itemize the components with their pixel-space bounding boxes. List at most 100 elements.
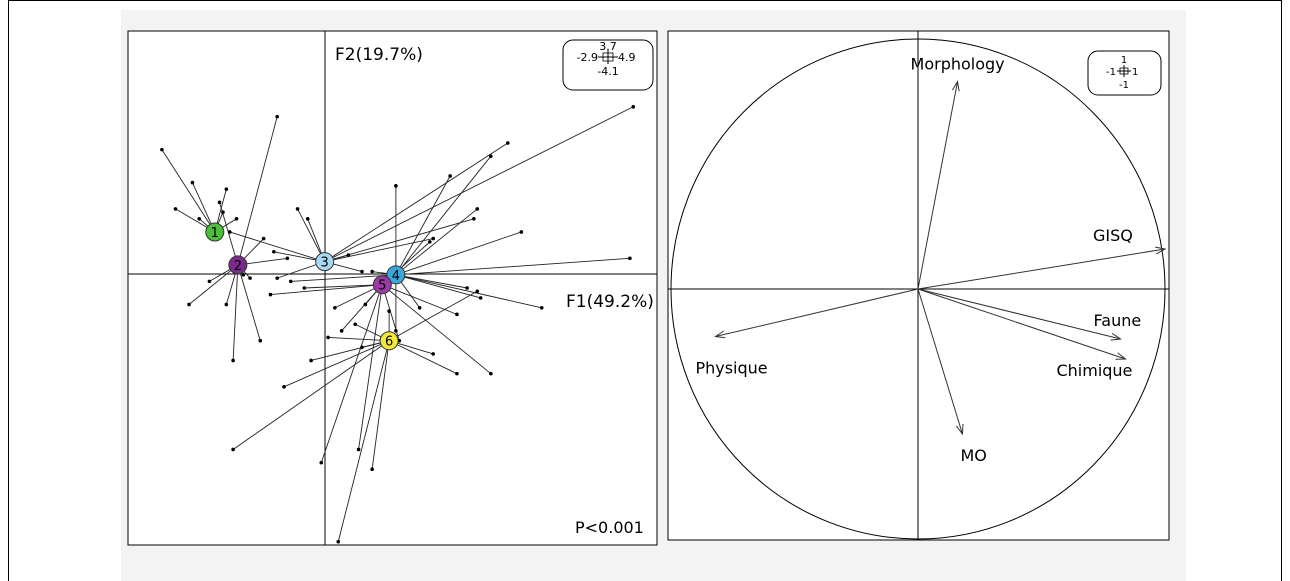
star-line-g6-4: [283, 340, 390, 388]
arrow-line-faune: [917, 288, 1121, 340]
star-line-g4-12: [395, 274, 468, 289]
individual-point-g4-11: [539, 305, 544, 310]
individual-point-g6-6: [370, 467, 374, 472]
individual-point-g4-2: [489, 154, 493, 159]
individual-point-g3-10: [472, 217, 476, 221]
star-line-g3-2: [297, 208, 326, 262]
individual-point-g2-6: [258, 338, 263, 343]
individual-point-g1-6: [234, 217, 239, 221]
star-line-g1-0: [161, 149, 216, 233]
correlation-scale-box: 1 -1 1 -1: [1087, 50, 1162, 96]
star-line-g6-6: [371, 340, 390, 470]
circle-scale-bottom: -1: [1119, 80, 1129, 91]
star-line-g6-8: [388, 340, 458, 375]
star-line-g4-2: [395, 155, 492, 276]
variable-label-gisq: GISQ: [1093, 226, 1133, 245]
variable-label-mo: MO: [960, 446, 986, 465]
centroid-label-3: 3: [321, 256, 329, 271]
star-line-g5-8: [304, 284, 383, 289]
individual-point-g3-5: [360, 269, 364, 274]
centroid-marker-5: [372, 275, 392, 295]
individual-point-g6-0: [309, 358, 313, 363]
star-line-g4-6: [395, 274, 481, 299]
individual-point-g2-0: [275, 114, 280, 119]
scale-top: 3.7: [599, 40, 617, 53]
individual-point-g4-8: [288, 279, 293, 284]
centroid-label-2: 2: [234, 259, 242, 274]
individual-point-g6-8: [455, 371, 459, 376]
individual-point-g5-5: [455, 312, 459, 317]
individual-point-g4-3: [475, 207, 480, 211]
individual-point-g5-7: [363, 302, 368, 307]
star-line-g5-2: [358, 284, 383, 450]
individual-point-g6-4: [282, 385, 286, 389]
individual-point-g3-4: [431, 236, 435, 241]
individual-point-g2-10: [241, 273, 246, 277]
individual-point-g6-11: [431, 352, 435, 356]
individual-point-g2-1: [217, 200, 222, 205]
star-line-g4-5: [395, 257, 630, 276]
correlation-circle-plot: Morphology GISQ Faune Chimique Physique MO 1 …: [667, 30, 1170, 541]
individuals-scale-box: 3.7 -2.9 4.9 -4.1: [562, 39, 654, 91]
individual-point-g2-3: [187, 302, 191, 307]
star-line-g4-4: [395, 231, 522, 276]
individual-point-g4-5: [628, 256, 632, 261]
individual-point-g6-2: [387, 309, 391, 313]
star-line-g2-0: [237, 116, 278, 266]
star-line-g4-8: [290, 274, 396, 282]
individual-point-g3-0: [227, 230, 232, 234]
circle-scale-top: 1: [1121, 55, 1127, 66]
star-line-g6-3: [232, 340, 390, 450]
star-line-g3-3: [324, 142, 509, 263]
individual-point-g6-3: [231, 447, 235, 452]
arrow-head-morphology: [951, 80, 960, 92]
individual-point-g4-1: [448, 174, 452, 178]
p-value-annotation: P<0.001: [575, 518, 644, 537]
individuals-plot: 1 2 3 45 6 F2(19.7%) F1(49.2%) P<0.001 3.7 -…: [127, 30, 658, 546]
individual-point-g5-8: [302, 286, 307, 290]
scale-left: -2.9: [577, 51, 598, 64]
x-axis-label: F1(49.2%): [566, 292, 654, 312]
star-line-g5-4: [382, 284, 492, 375]
y-axis-label: F2(19.7%): [335, 45, 423, 65]
individual-point-g5-6: [268, 292, 273, 297]
individual-point-g1-0: [160, 147, 164, 152]
individual-point-g3-9: [346, 253, 351, 257]
star-line-g6-10: [328, 336, 390, 342]
arrow-line-physique: [715, 288, 919, 337]
star-line-g2-6: [237, 264, 261, 341]
variable-label-faune: Faune: [1094, 311, 1142, 330]
individual-point-g2-7: [285, 256, 290, 261]
individual-point-g1-5: [221, 210, 225, 215]
centroid-label-4: 4: [392, 269, 400, 284]
individual-point-g2-4: [207, 279, 212, 284]
variable-label-chimique: Chimique: [1056, 361, 1132, 380]
scale-right: 4.9: [618, 51, 636, 64]
arrow-line-gisq: [917, 248, 1166, 290]
individual-point-g2-2: [261, 236, 266, 241]
individual-point-g1-1: [190, 180, 195, 185]
star-line-g4-3: [395, 208, 478, 276]
star-line-g6-5: [337, 340, 390, 542]
individual-point-g2-9: [224, 302, 229, 307]
individuals-plot-border: [127, 30, 658, 546]
individual-point-g4-9: [370, 269, 374, 274]
centroid-marker-6: [379, 331, 399, 351]
centroid-label-5: 5: [378, 279, 386, 294]
individual-point-g5-4: [489, 371, 493, 376]
individual-point-g5-9: [428, 240, 432, 244]
individual-point-g3-7: [631, 104, 636, 109]
centroid-label-6: 6: [385, 335, 393, 350]
star-lines: [161, 106, 634, 542]
star-line-g3-4: [324, 238, 434, 263]
individual-point-g3-6: [275, 276, 280, 280]
arrow-line-morphology: [917, 81, 959, 290]
individual-point-g6-5: [336, 539, 341, 544]
variable-label-physique: Physique: [695, 359, 767, 378]
star-line-g3-0: [229, 231, 325, 263]
arrow-head-chimique: [1115, 352, 1127, 360]
arrow-head-mo: [956, 423, 964, 436]
variable-label-morphology: Morphology: [911, 55, 1005, 74]
individual-point-g4-6: [478, 296, 483, 300]
